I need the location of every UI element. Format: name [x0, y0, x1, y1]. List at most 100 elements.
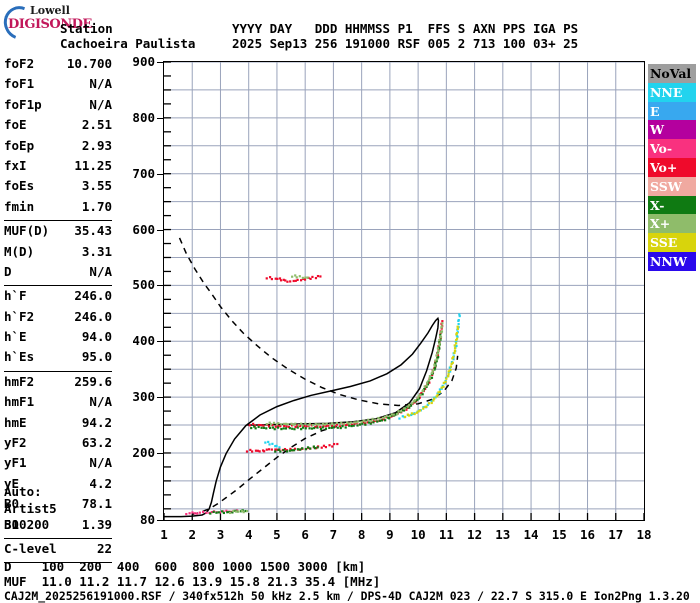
- echo-point: [426, 403, 429, 407]
- param-row: foEs 3.55: [4, 178, 112, 198]
- x-tick-label: 12: [467, 527, 483, 542]
- param-value: 10.700: [66, 56, 112, 71]
- echo-point: [456, 335, 459, 338]
- x-tick-label: 2: [188, 527, 196, 542]
- legend-item-vo-[interactable]: Vo-: [648, 139, 696, 158]
- param-key: yF1: [4, 455, 27, 471]
- echo-point: [360, 420, 363, 424]
- echo-point: [427, 379, 431, 382]
- x-tick-label: 6: [301, 527, 309, 542]
- echo-point: [244, 509, 247, 513]
- param-key: fmin: [4, 198, 35, 214]
- footer-distance-row: D 100 200 400 600 800 1000 1500 3000 [km…: [4, 559, 366, 574]
- y-major-tick: [157, 452, 163, 454]
- echo-point: [335, 421, 338, 425]
- echo-point: [426, 383, 430, 386]
- param-value: 22: [96, 540, 112, 556]
- legend-item-vo-[interactable]: Vo+: [648, 157, 696, 177]
- echo-point: [316, 446, 319, 449]
- echo-point: [425, 384, 428, 387]
- echo-point: [222, 510, 225, 513]
- echo-point: [289, 447, 292, 451]
- legend-item-x-[interactable]: X-: [648, 195, 696, 215]
- echo-point: [428, 376, 431, 380]
- echo-point: [440, 325, 443, 328]
- echo-point: [231, 511, 234, 514]
- echo-point: [321, 422, 324, 426]
- param-key: foF2: [4, 56, 35, 71]
- echo-point: [439, 338, 442, 341]
- polarization-legend[interactable]: NoVal NNE E W Vo- Vo+ SSW X- X+ SSE NNW: [648, 64, 696, 271]
- echo-point: [288, 427, 291, 430]
- echo-point: [356, 424, 359, 427]
- x-tick-label: 1: [160, 527, 168, 542]
- echo-point: [397, 410, 400, 413]
- ionogram-plot[interactable]: [163, 61, 645, 521]
- param-group-profile: hmF2 259.6 hmF1 N/A hmE 94.2 yF2 63.2 yF1 N/A yE 4.…: [4, 374, 112, 537]
- echo-point: [275, 423, 279, 426]
- param-key: D: [4, 263, 12, 279]
- echo-point: [314, 425, 317, 429]
- echo-point: [438, 344, 441, 347]
- echo-point: [364, 423, 367, 426]
- echo-point: [290, 422, 293, 425]
- echo-point: [306, 446, 310, 449]
- echo-point: [294, 279, 297, 282]
- echo-point: [284, 427, 288, 430]
- legend-item-label: SSE: [650, 235, 678, 251]
- param-divider: [4, 562, 112, 564]
- echo-point: [355, 421, 358, 424]
- echo-point: [191, 511, 194, 514]
- y-major-tick: [157, 520, 163, 521]
- echo-point: [312, 445, 315, 448]
- param-group-clevel: C-level 22: [4, 541, 112, 561]
- legend-item-label: NNW: [650, 253, 687, 269]
- echo-point: [273, 428, 276, 431]
- echo-point: [455, 344, 458, 348]
- echo-point: [455, 333, 458, 336]
- echo-point: [249, 448, 252, 452]
- header-station-name: Cachoeira Paulista: [60, 36, 196, 51]
- echo-point: [440, 386, 443, 389]
- param-row: B0 78.1: [4, 496, 112, 516]
- echo-point: [349, 421, 352, 424]
- echo-point: [286, 423, 290, 426]
- echo-point: [267, 440, 270, 444]
- param-key: yF2: [4, 435, 27, 451]
- echo-point: [280, 423, 283, 426]
- legend-item-ssw[interactable]: SSW: [648, 176, 696, 196]
- echo-point: [226, 511, 229, 514]
- param-value: 259.6: [74, 373, 112, 389]
- param-key: yE: [4, 475, 20, 491]
- echo-point: [439, 335, 442, 338]
- y-tick-label: 800: [132, 109, 155, 125]
- legend-item-e[interactable]: E: [648, 101, 696, 121]
- echo-point: [410, 412, 413, 415]
- echo-point: [449, 365, 453, 368]
- legend-item-sse[interactable]: SSE: [648, 233, 696, 252]
- echo-point: [275, 444, 278, 447]
- legend-item-nne[interactable]: NNE: [648, 82, 696, 102]
- echo-point: [195, 512, 199, 515]
- x-tick-label: 13: [495, 527, 511, 542]
- legend-item-w[interactable]: W: [648, 120, 696, 140]
- y-tick-label: 600: [132, 221, 155, 237]
- echo-point: [456, 325, 459, 328]
- echo-point: [435, 360, 438, 363]
- legend-item-x-[interactable]: X+: [648, 214, 696, 234]
- echo-point: [340, 421, 343, 424]
- echo-point: [385, 416, 388, 419]
- echo-point: [331, 445, 334, 448]
- x-tick-label: 10: [410, 527, 426, 542]
- echo-point: [313, 426, 316, 430]
- echo-point: [284, 279, 287, 282]
- echo-point: [406, 413, 409, 416]
- echo-point: [372, 421, 375, 424]
- legend-item-nnw[interactable]: NNW: [648, 251, 696, 271]
- legend-item-noval[interactable]: NoVal: [648, 64, 696, 83]
- echo-point: [455, 337, 459, 340]
- echo-point: [245, 450, 249, 453]
- echo-point: [274, 450, 277, 453]
- echo-point: [366, 421, 369, 424]
- echo-point: [315, 447, 318, 450]
